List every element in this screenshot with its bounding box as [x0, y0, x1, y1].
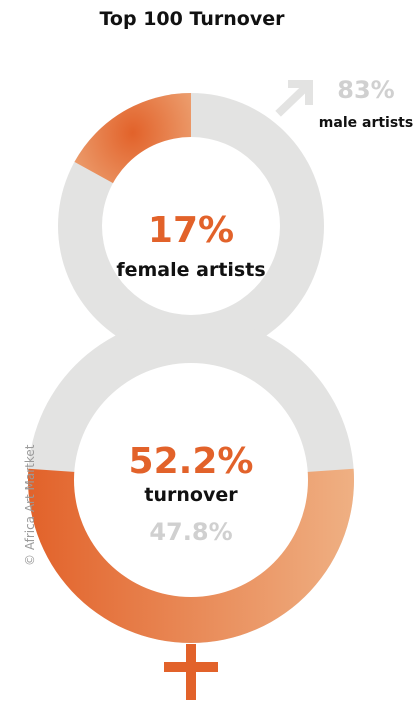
top-ring — [58, 93, 324, 359]
bottom-ring-hole — [74, 363, 308, 597]
male-artists-value: 83% — [337, 76, 394, 104]
chart-title: Top 100 Turnover — [100, 8, 286, 30]
top-ring-hole — [102, 137, 280, 315]
male-artists-label: male artists — [319, 115, 413, 131]
female-artists-label: female artists — [116, 259, 265, 281]
female-symbol-icon — [164, 644, 218, 700]
bottom-ring — [27, 317, 354, 644]
copyright-credit: © Africa Art Martket — [23, 444, 37, 566]
female-artists-value: 17% — [148, 210, 234, 251]
female-turnover-value: 52.2% — [129, 441, 254, 482]
male-turnover-value: 47.8% — [149, 518, 232, 546]
turnover-label: turnover — [144, 484, 238, 506]
male-symbol-icon — [275, 80, 313, 117]
